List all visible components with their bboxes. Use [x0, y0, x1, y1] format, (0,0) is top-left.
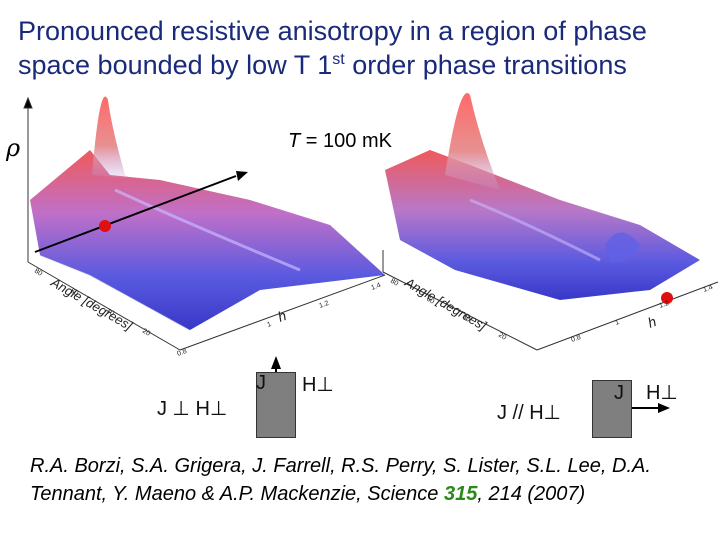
left-angle-tick: 20 — [141, 328, 151, 338]
right-marker — [661, 292, 673, 304]
left-sample-box — [256, 372, 296, 438]
right-h-tick: 1 — [614, 319, 620, 327]
right-surface — [385, 92, 700, 300]
left-angle-tick: 80 — [33, 268, 43, 278]
slide-title: Pronounced resistive anisotropy in a reg… — [18, 14, 708, 82]
left-h-axis-label: h — [276, 307, 289, 325]
right-h-tick: 0.8 — [570, 334, 582, 344]
citation-volume: 315 — [443, 483, 478, 505]
left-caption: J ⊥ H⊥ — [157, 398, 228, 420]
left-current-label: J — [256, 372, 266, 394]
right-angle-tick: 80 — [389, 278, 399, 288]
right-axes — [382, 250, 719, 351]
left-surface — [30, 96, 385, 331]
left-angle-tick: 60 — [69, 288, 79, 298]
right-current-label: J — [614, 382, 624, 404]
temperature-label: T = 100 mK — [288, 130, 392, 152]
title-superscript: st — [332, 51, 345, 68]
right-angle-axis-label: Angle [degrees] — [402, 274, 490, 333]
right-caption: J // H⊥ — [497, 402, 562, 424]
left-h-tick: 1 — [266, 321, 272, 329]
rho-axis-label: ρ — [6, 134, 21, 162]
left-h-tick: 1.2 — [318, 300, 330, 310]
left-h-tick: 1.4 — [370, 282, 382, 292]
right-h-tick: 1.4 — [702, 284, 714, 294]
title-line-1: Pronounced resistive anisotropy in a reg… — [18, 16, 647, 46]
title-line-2: space bounded by low T 1st order phase t… — [18, 50, 627, 80]
left-axes — [23, 96, 386, 351]
right-sample-box — [592, 380, 632, 438]
left-angle-tick: 40 — [105, 308, 115, 318]
right-h-axis-label: h — [646, 313, 659, 331]
left-h-tick: 0.8 — [176, 348, 188, 358]
right-angle-tick: 20 — [497, 332, 507, 342]
citation: R.A. Borzi, S.A. Grigera, J. Farrell, R.… — [30, 455, 651, 505]
left-field-label: H⊥ — [302, 374, 334, 396]
right-angle-tick: 60 — [425, 296, 435, 306]
right-field-label: H⊥ — [646, 382, 678, 404]
left-depth-arrow — [34, 171, 248, 253]
right-angle-tick: 40 — [461, 314, 471, 324]
right-h-tick: 1.2 — [658, 300, 670, 310]
left-marker — [99, 220, 111, 232]
